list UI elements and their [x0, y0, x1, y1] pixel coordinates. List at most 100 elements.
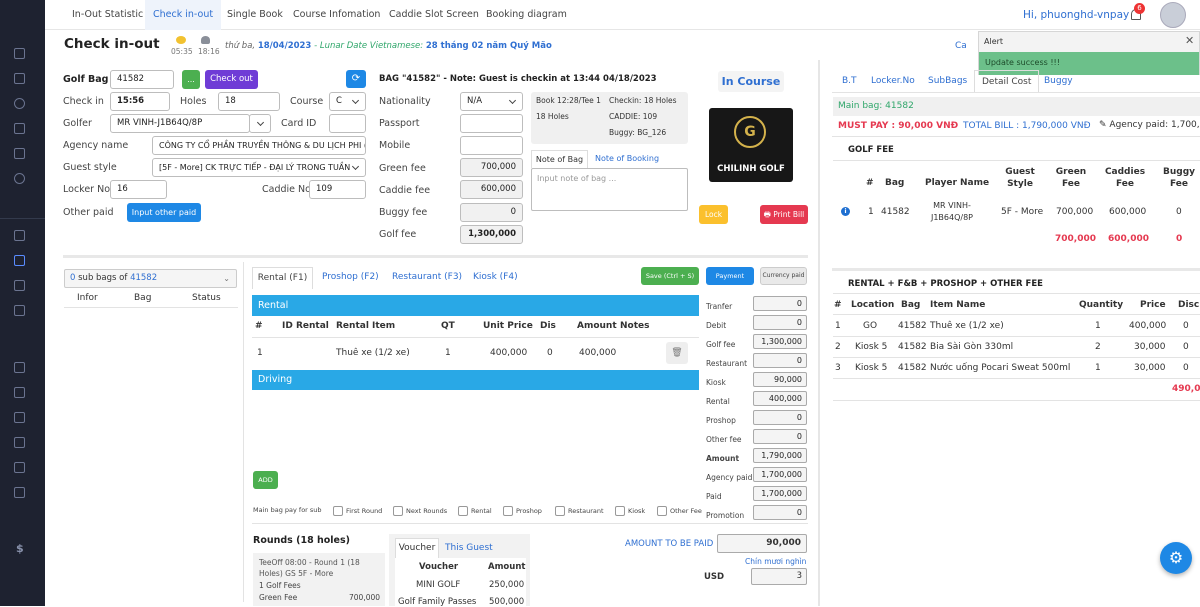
cart-icon[interactable]: [14, 412, 25, 423]
tab-voucher[interactable]: Voucher: [395, 538, 439, 558]
pay-input-debit[interactable]: 0: [753, 315, 807, 330]
tab-rental[interactable]: Rental (F1): [252, 267, 313, 289]
settings-gear-icon[interactable]: ⚙: [1160, 542, 1192, 574]
amount-to-be-paid-label: AMOUNT TO BE PAID: [625, 539, 714, 549]
course-select[interactable]: C: [329, 92, 366, 111]
pay-label-paid: Paid: [706, 492, 722, 501]
guest-style-select[interactable]: [5F - More] CK TRỰC TIẾP - ĐẠI LÝ TRONG …: [152, 158, 366, 177]
subbag-divider: [64, 307, 238, 308]
tab-proshop[interactable]: Proshop (F2): [322, 272, 379, 282]
refresh-icon[interactable]: ⟳: [346, 70, 366, 88]
calendar-icon[interactable]: [14, 148, 25, 159]
lock-button[interactable]: Lock: [699, 205, 728, 224]
tab-check-in-out[interactable]: Check in-out: [145, 0, 222, 30]
check-next-rounds[interactable]: Next Rounds: [393, 506, 447, 516]
check-restaurant[interactable]: Restaurant: [555, 506, 604, 516]
golfer-input[interactable]: MR VINH-J1B64Q/8P: [110, 114, 250, 133]
tab-bt[interactable]: B.T: [842, 76, 857, 86]
check-kiosk[interactable]: Kiosk: [615, 506, 645, 516]
holes-input[interactable]: 18: [218, 92, 280, 111]
header-nav-label[interactable]: Ca: [955, 41, 967, 51]
settings-icon[interactable]: [14, 173, 25, 184]
tab-kiosk[interactable]: Kiosk (F4): [473, 272, 518, 282]
tab-course-information[interactable]: Course Infomation: [293, 9, 381, 20]
nationality-select[interactable]: N/A: [460, 92, 523, 111]
agency-label: Agency name: [63, 140, 129, 151]
store-icon[interactable]: [14, 362, 25, 373]
checkin-icon[interactable]: [14, 255, 25, 266]
checkout-button[interactable]: Check out: [205, 70, 258, 89]
chart-icon[interactable]: [14, 123, 25, 134]
locker-input[interactable]: 16: [110, 180, 167, 199]
tab-buggy[interactable]: Buggy: [1044, 76, 1073, 86]
note-textarea[interactable]: Input note of bag ...: [531, 168, 688, 211]
other-row-qty: 1: [1095, 363, 1101, 373]
dollar-icon[interactable]: $: [16, 542, 24, 555]
book-icon[interactable]: [14, 280, 25, 291]
sub-bags-select[interactable]: 0 sub bags of 41582 ⌄: [64, 269, 237, 288]
tab-caddie-slot-screen[interactable]: Caddie Slot Screen: [389, 9, 479, 20]
check-first-round[interactable]: First Round: [333, 506, 382, 516]
check-proshop[interactable]: Proshop: [503, 506, 542, 516]
mobile-input[interactable]: [460, 136, 523, 155]
trash-icon[interactable]: 🗑: [666, 342, 688, 364]
tab-locker-no[interactable]: Locker.No: [871, 76, 915, 86]
voucher-row-name[interactable]: Golf Family Passes: [398, 597, 477, 607]
golf-bag-input[interactable]: 41582: [110, 70, 174, 89]
box-icon[interactable]: [14, 387, 25, 398]
check-other-fee[interactable]: Other Fee: [657, 506, 702, 516]
caddie-input[interactable]: 109: [309, 180, 366, 199]
list-icon[interactable]: [14, 73, 25, 84]
pay-label-restaurant: Restaurant: [706, 359, 748, 368]
pay-input-promotion: 0: [753, 505, 807, 520]
tab-note-of-bag[interactable]: Note of Bag: [531, 150, 588, 168]
golf-col-style: Guest Style: [1005, 167, 1035, 189]
check-rental[interactable]: Rental: [458, 506, 492, 516]
sub-bag-parent: 41582: [130, 273, 158, 283]
tab-single-book[interactable]: Single Book: [227, 9, 283, 20]
receipt-icon[interactable]: [14, 437, 25, 448]
golf-row-player: MR VINH- J1B64Q/8P: [930, 201, 974, 222]
golfer-dropdown[interactable]: [249, 114, 271, 133]
subbag-col-bag: Bag: [134, 293, 152, 303]
tab-booking-diagram[interactable]: Booking diagram: [486, 9, 567, 20]
voucher-row-name[interactable]: MINI GOLF: [416, 580, 461, 590]
info-icon[interactable]: i: [841, 207, 850, 216]
close-icon[interactable]: ✕: [1185, 34, 1195, 47]
round-card[interactable]: [253, 553, 385, 606]
mobile-label: Mobile: [379, 140, 411, 151]
agency-input[interactable]: CÔNG TY CỔ PHẦN TRUYỀN THÔNG & DU LỊCH P…: [152, 136, 366, 155]
tab-detail-cost[interactable]: Detail Cost: [974, 70, 1040, 93]
card-id-input[interactable]: [329, 114, 366, 133]
pay-input-restaurant: 0: [753, 353, 807, 368]
file-icon[interactable]: [14, 487, 25, 498]
grid-icon[interactable]: [14, 48, 25, 59]
tab-subbags[interactable]: SubBags: [928, 76, 968, 86]
table-icon[interactable]: [14, 305, 25, 316]
tab-in-out-statistic[interactable]: In-Out Statistic: [72, 9, 144, 20]
input-other-paid-button[interactable]: Input other paid: [127, 203, 201, 222]
other-paid-label: Other paid: [63, 207, 114, 218]
other-row-price: 30,000: [1134, 363, 1166, 373]
check-in-input[interactable]: 15:56: [110, 92, 170, 111]
other-col-quantity: Quantity: [1079, 300, 1124, 310]
vertical-divider: [243, 262, 244, 602]
tab-note-of-booking[interactable]: Note of Booking: [595, 154, 660, 163]
globe-icon[interactable]: [14, 98, 25, 109]
tab-this-guest[interactable]: This Guest: [445, 543, 493, 553]
pay-input-other-fee: 0: [753, 429, 807, 444]
add-button[interactable]: ADD: [253, 471, 278, 489]
more-button[interactable]: ...: [182, 70, 200, 89]
passport-input[interactable]: [460, 114, 523, 133]
users-icon[interactable]: [14, 462, 25, 473]
report-icon[interactable]: [14, 230, 25, 241]
currency-paid-button[interactable]: Currency paid: [760, 267, 807, 285]
user-greeting[interactable]: Hi, phuonghd-vnpay: [1023, 9, 1130, 21]
rental-col-num: #: [255, 321, 263, 331]
pay-input-tranfer[interactable]: 0: [753, 296, 807, 311]
tab-restaurant[interactable]: Restaurant (F3): [392, 272, 463, 282]
payment-button[interactable]: Payment: [706, 267, 754, 285]
save-button[interactable]: Save (Ctrl + S): [641, 267, 699, 285]
print-bill-button[interactable]: 🖶 Print Bill: [760, 205, 808, 224]
avatar[interactable]: [1160, 2, 1186, 28]
